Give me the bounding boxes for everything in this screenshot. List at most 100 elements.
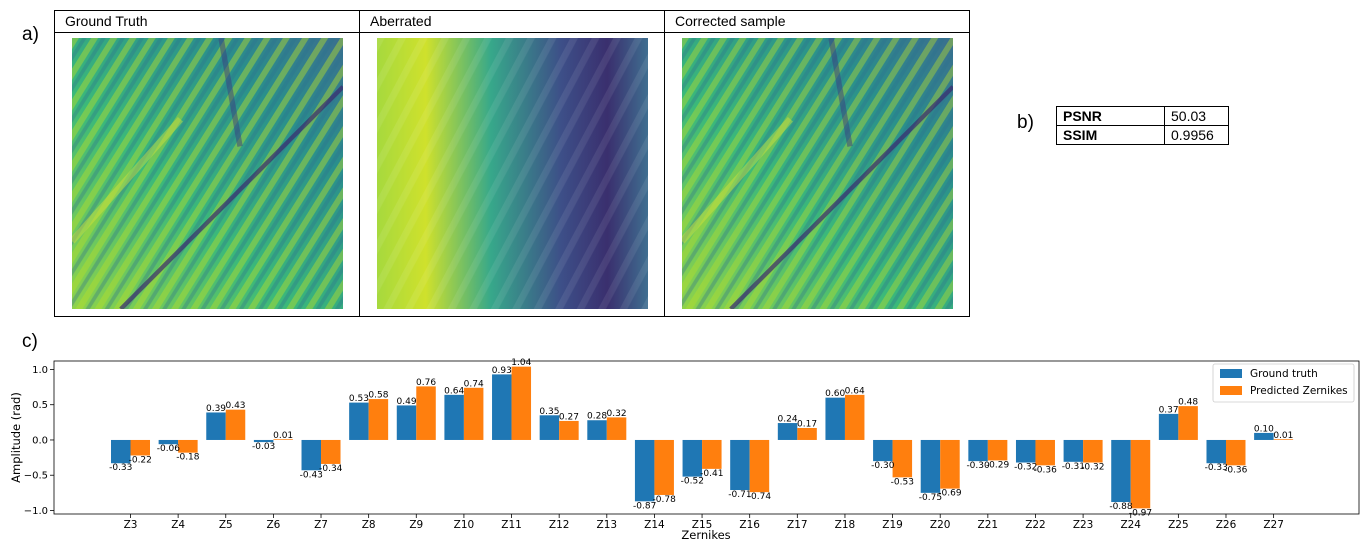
bar-predicted (654, 439, 674, 495)
bar-ground-truth (587, 420, 607, 440)
bar-value-label: 0.27 (559, 412, 579, 422)
legend-swatch-predicted (1220, 386, 1242, 395)
x-axis-label: Zernikes (681, 528, 730, 542)
bar-value-label: 0.74 (464, 379, 484, 389)
bar-value-label: 0.64 (444, 386, 464, 396)
y-tick-label: 0.0 (32, 435, 48, 446)
bar-value-label: 1.04 (511, 358, 531, 368)
bar-predicted (1083, 439, 1103, 463)
bar-value-label: -0.78 (653, 495, 677, 505)
bar-predicted (1225, 439, 1246, 466)
image-cell-corrected: Corrected sample (665, 11, 969, 316)
image-cell-ground-truth: Ground Truth (55, 11, 360, 316)
bar-value-label: 0.35 (539, 407, 559, 417)
image-comparison-grid: Ground Truth (54, 10, 970, 317)
panel-label-a: a) (22, 24, 39, 45)
bar-predicted (702, 439, 722, 469)
bar-ground-truth (730, 439, 750, 491)
x-tick-label: Z7 (314, 519, 328, 531)
x-tick-label: Z22 (1025, 519, 1046, 531)
bar-value-label: -0.18 (176, 453, 200, 463)
bar-value-label: -0.69 (938, 489, 962, 499)
bar-value-label: 0.43 (225, 401, 245, 411)
bar-value-label: 0.32 (607, 409, 627, 419)
bar-value-label: 0.39 (206, 404, 226, 414)
bar-value-label: 0.60 (825, 389, 845, 399)
bar-value-label: 0.28 (587, 412, 607, 422)
bar-value-label: -0.31 (1062, 462, 1085, 472)
bar-predicted (130, 439, 150, 456)
bar-value-label: -0.30 (966, 461, 990, 471)
bar-value-label: 0.01 (1273, 431, 1293, 441)
x-tick-label: Z27 (1263, 519, 1284, 531)
bar-value-label: -0.30 (871, 461, 895, 471)
x-tick-label: Z8 (362, 519, 376, 531)
bar-ground-truth (968, 439, 988, 462)
bar-value-label: -0.97 (1129, 508, 1152, 518)
bar-value-label: -0.34 (319, 464, 343, 474)
bar-value-label: -0.41 (700, 469, 723, 479)
metric-value: 0.9956 (1164, 125, 1229, 145)
x-tick-label: Z10 (454, 519, 475, 531)
metric-name: SSIM (1056, 125, 1165, 145)
bar-predicted (1035, 439, 1055, 466)
legend-label-predicted: Predicted Zernikes (1250, 385, 1348, 397)
bar-value-label: 0.37 (1159, 405, 1179, 415)
image-title: Ground Truth (55, 11, 359, 33)
metric-row-psnr: PSNR 50.03 (1056, 106, 1229, 126)
bar-predicted (606, 417, 627, 440)
bar-value-label: -0.29 (986, 460, 1010, 470)
bar-predicted (987, 439, 1008, 461)
aberrated-image (377, 38, 648, 309)
bar-value-label: -0.32 (1014, 463, 1037, 473)
bar-value-label: -0.36 (1224, 465, 1248, 475)
bar-predicted (463, 387, 484, 440)
image-cell-aberrated: Aberrated (360, 11, 665, 316)
bar-ground-truth (301, 439, 322, 471)
x-tick-label: Z6 (266, 519, 280, 531)
bar-ground-truth (1158, 413, 1179, 440)
bar-predicted (178, 439, 198, 453)
bar-predicted (844, 394, 865, 440)
y-axis: 1.0 0.5 0.0 −0.5 −1.0 (24, 365, 54, 517)
x-tick-label: Z9 (409, 519, 423, 531)
x-axis: Z3 Z4 Z5 Z6 Z7 Z8 Z9 Z10 Z11 Z12 Z13 Z14 Z15 Z16 Z17 Z1… (124, 514, 1284, 531)
bar-ground-truth (825, 397, 845, 440)
image-title: Aberrated (360, 11, 664, 33)
bar-value-label: 0.76 (416, 378, 436, 388)
panel-label-b: b) (1017, 112, 1034, 133)
y-tick-label: 1.0 (32, 365, 48, 376)
x-tick-label: Z16 (739, 519, 760, 531)
bar-value-label: -0.32 (1081, 463, 1104, 473)
bar-predicted (1273, 439, 1294, 440)
bar-value-label: 0.10 (1254, 424, 1274, 434)
legend-box (1212, 363, 1355, 403)
bar-ground-truth (349, 402, 369, 440)
bar-ground-truth (444, 394, 464, 440)
bar-ground-truth (682, 439, 703, 477)
y-tick-label: −1.0 (24, 506, 48, 517)
x-tick-label: Z15 (692, 519, 713, 531)
x-tick-label: Z14 (644, 519, 665, 531)
bar-predicted (559, 420, 579, 440)
bar-predicted (511, 366, 532, 440)
bar-value-label: 0.01 (273, 431, 293, 441)
ground-truth-image (72, 38, 343, 309)
metrics-table: PSNR 50.03 SSIM 0.9956 (1056, 106, 1229, 145)
x-tick-label: Z23 (1073, 519, 1094, 531)
bar-predicted (892, 439, 913, 478)
bar-value-label: -0.88 (1109, 502, 1133, 512)
metric-name: PSNR (1056, 106, 1165, 126)
image-title: Corrected sample (665, 11, 969, 33)
bar-value-label: -0.06 (157, 444, 181, 454)
x-tick-label: Z19 (882, 519, 903, 531)
corrected-image (682, 38, 953, 309)
bar-value-label: -0.75 (919, 493, 942, 503)
bar-ground-truth (158, 439, 179, 445)
bar-value-label: 0.58 (368, 391, 388, 401)
x-tick-label: Z12 (549, 519, 570, 531)
bar-value-label: -0.33 (1205, 463, 1228, 473)
x-tick-label: Z25 (1168, 519, 1189, 531)
bar-value-label: -0.74 (748, 492, 772, 502)
bar-value-label: -0.33 (109, 463, 132, 473)
